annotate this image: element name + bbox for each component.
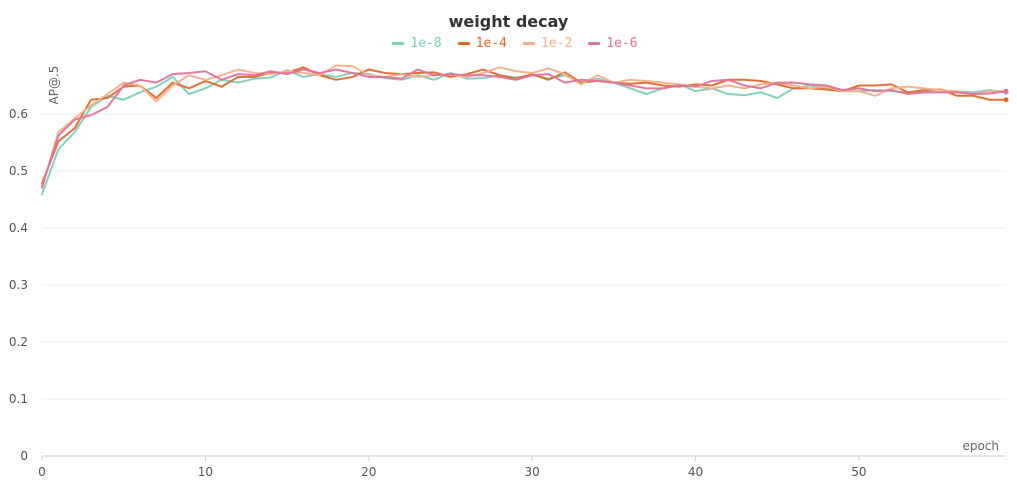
x-tick-label: 40	[688, 465, 703, 479]
series-end-point-1e-6	[1003, 88, 1009, 94]
series-end-point-1e-4	[1003, 97, 1009, 103]
legend-item-1e-8[interactable]: 1e-8	[392, 36, 442, 51]
x-axis-title: epoch	[962, 439, 999, 453]
series-line-1e-6	[41, 68, 1007, 188]
legend-label: 1e-8	[410, 36, 442, 51]
legend-swatch	[392, 42, 405, 45]
legend-swatch	[588, 42, 601, 45]
y-tick-label: 0.4	[9, 221, 28, 235]
legend: 1e-8 1e-4 1e-2 1e-6	[0, 36, 1017, 51]
y-tick-label: 0.2	[9, 335, 28, 349]
legend-item-1e-2[interactable]: 1e-2	[523, 36, 572, 51]
y-tick-label: 0.5	[9, 164, 28, 178]
y-axis-title: AP@.5	[47, 66, 61, 105]
x-tick-label: 50	[851, 465, 866, 479]
series-line-1e-2	[41, 64, 1007, 190]
legend-item-1e-6[interactable]: 1e-6	[588, 36, 638, 51]
legend-swatch	[523, 42, 535, 45]
chart-title: weight decay	[448, 12, 569, 31]
legend-item-1e-4[interactable]: 1e-4	[457, 36, 507, 51]
x-tick-label: 20	[361, 465, 376, 479]
y-tick-label: 0.6	[9, 107, 28, 121]
legend-label: 1e-2	[541, 36, 573, 51]
x-tick-label: 30	[525, 465, 540, 479]
legend-label: 1e-6	[606, 36, 638, 51]
legend-swatch	[457, 42, 470, 45]
y-tick-label: 0	[20, 449, 28, 463]
y-tick-label: 0.1	[9, 392, 28, 406]
y-tick-label: 0.3	[9, 278, 28, 292]
series-line-1e-4	[41, 66, 1007, 185]
legend-label: 1e-4	[475, 36, 507, 51]
x-tick-label: 10	[198, 465, 213, 479]
x-tick-label: 0	[38, 465, 46, 479]
